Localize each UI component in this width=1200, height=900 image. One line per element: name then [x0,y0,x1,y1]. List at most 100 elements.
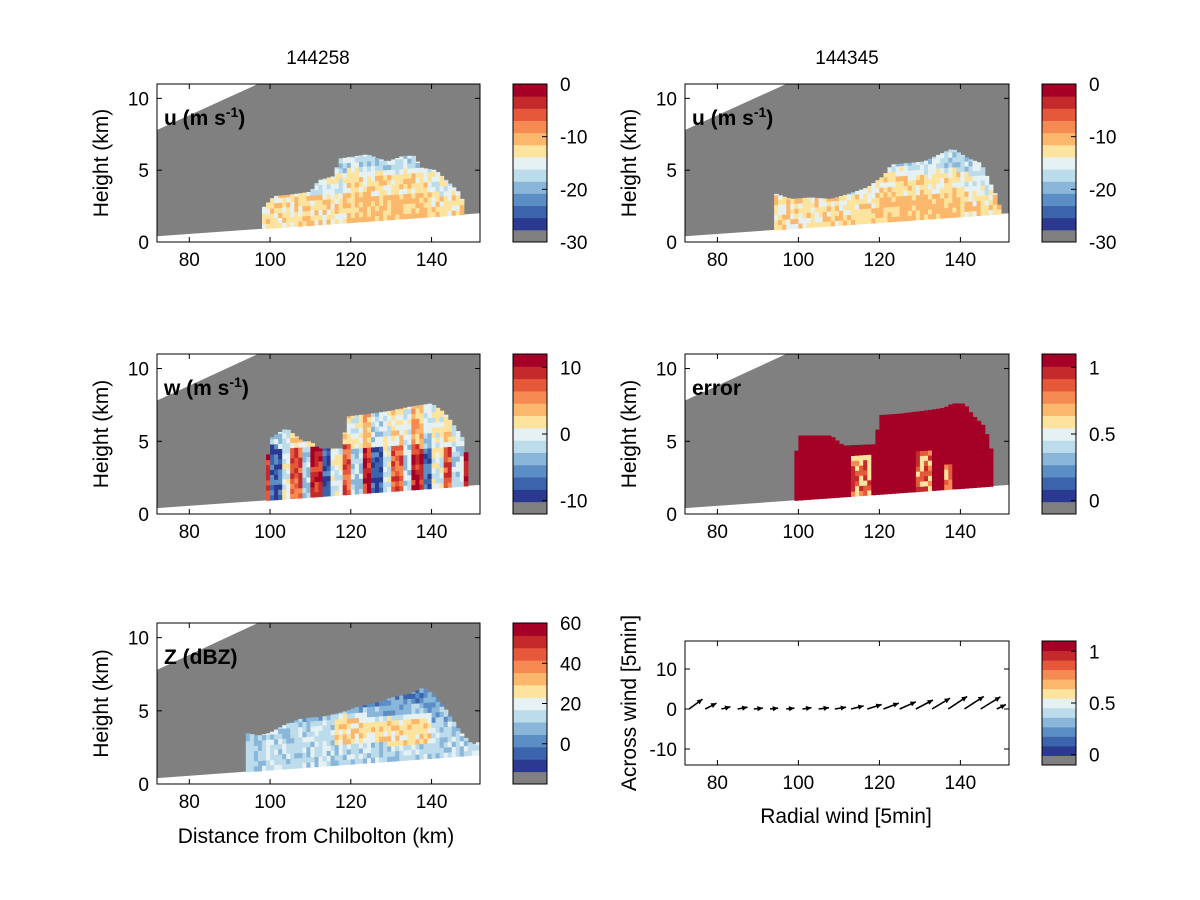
cell [838,456,844,462]
cell [940,408,945,409]
cell [350,473,356,480]
cell [358,166,364,172]
cell [879,443,885,449]
cell [822,437,828,443]
cell [834,220,840,227]
cell [928,470,933,476]
cell [322,214,328,220]
cell [774,209,779,216]
cell [362,462,368,469]
cell [257,750,263,756]
cell [431,727,437,734]
cell [924,184,929,190]
cell [818,462,824,469]
cell [834,200,840,206]
cell [915,174,921,181]
cell [859,218,864,225]
cell [968,477,974,484]
cell [810,437,816,444]
cell [379,446,384,452]
cell [403,429,408,435]
cell [371,731,376,738]
cell [350,753,356,760]
cell [419,707,424,714]
cell [326,755,332,762]
cell [310,456,315,462]
cell [439,446,445,453]
cell [342,172,348,179]
cell [318,750,324,757]
cell [940,418,945,425]
cell [459,740,465,747]
cell [786,208,791,215]
cell [346,723,352,729]
cell [895,436,901,443]
cell [863,193,868,199]
cell [956,452,961,459]
cell [423,712,429,719]
cell [964,421,970,428]
cell [298,216,303,222]
cell [838,466,844,473]
cell [883,196,889,203]
cell [257,760,263,767]
cell [984,456,990,462]
cell [960,422,966,428]
cell [403,719,408,725]
cell [899,165,905,172]
cell [342,162,348,169]
cell [851,204,856,210]
cell [419,484,424,490]
cell [903,195,909,202]
cell [984,450,990,457]
cell [928,424,933,431]
cell [403,714,408,720]
cell [350,167,356,173]
cell [439,436,445,443]
cell [431,447,437,454]
cell [387,466,392,472]
cell [447,210,453,216]
cell [383,430,388,437]
cell [407,469,412,476]
cell [980,195,986,201]
cell [471,744,477,751]
cell [431,422,437,428]
cell [944,187,949,194]
cell [435,698,441,703]
cell [391,755,396,762]
cell [794,208,799,214]
cell [932,158,937,164]
cell [948,404,953,409]
cell [960,462,966,469]
cell [822,211,828,217]
cell [350,733,356,739]
cell [936,423,941,430]
cell [322,194,328,200]
cell [282,488,287,495]
cell [278,197,283,203]
cell [899,482,905,489]
cell [451,476,457,483]
cell [903,412,909,417]
colorbar-swatch [1042,366,1076,380]
cell [375,180,380,186]
cell [391,730,396,736]
cell [439,421,445,428]
cell [911,476,917,483]
cell [431,457,437,464]
cell [278,195,283,198]
cell [399,719,404,726]
cell [822,452,828,458]
cell [350,157,356,163]
cell [354,758,360,765]
cell [887,414,893,418]
cell [932,459,937,466]
colorbar-tick-label: 40 [560,654,581,675]
cell [972,426,978,432]
cell [830,198,836,202]
cell [302,472,307,478]
x-tick-label: 100 [783,773,815,794]
cell [972,210,978,217]
cell [814,197,820,203]
